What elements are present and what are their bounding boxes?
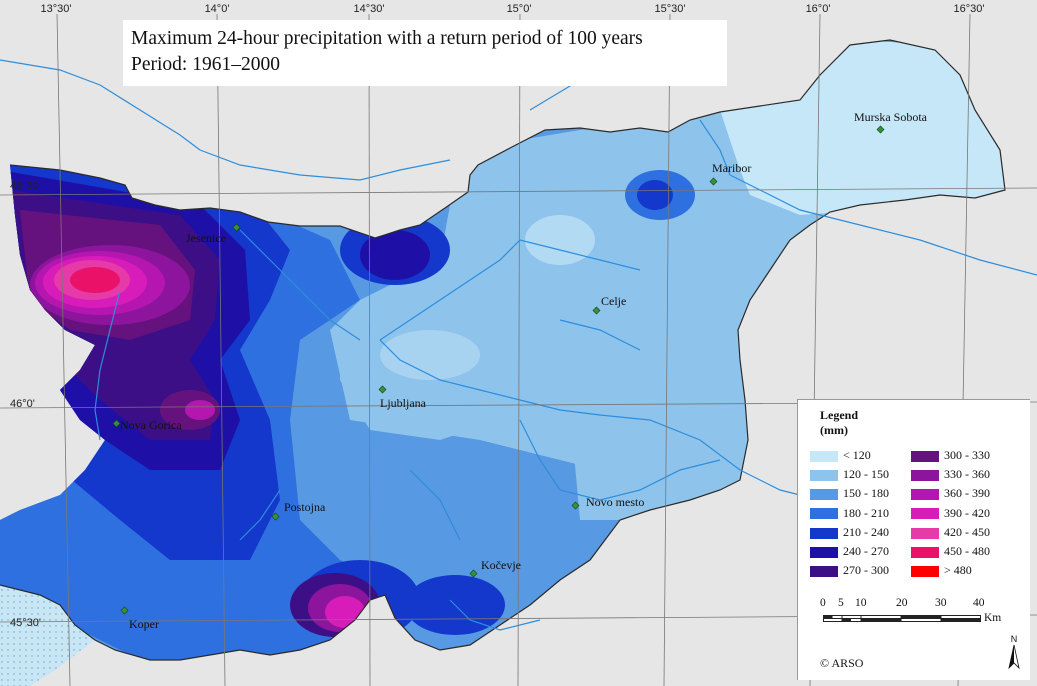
legend-swatch: [911, 546, 939, 558]
legend-swatch: [911, 527, 939, 539]
legend-label: 420 - 450: [944, 524, 990, 539]
map-title: Maximum 24-hour precipitation with a ret…: [131, 28, 643, 49]
legend-item: 300 - 330: [911, 448, 990, 462]
city-maribor[interactable]: Maribor: [709, 161, 751, 186]
legend-item: 330 - 360: [911, 467, 990, 481]
lon-tick: 13°30': [41, 3, 72, 15]
legend-item: 270 - 300: [810, 563, 889, 577]
legend: Legend (mm) < 120 120 - 150 150 - 180 180 -…: [797, 399, 1030, 680]
city-ljubljana[interactable]: Ljubljana: [378, 385, 427, 410]
city-label: Nova Gorica: [120, 418, 182, 432]
legend-item: 390 - 420: [911, 506, 990, 520]
legend-label: 330 - 360: [944, 467, 990, 482]
lon-tick: 16°30': [954, 3, 985, 15]
legend-label: > 480: [944, 563, 972, 578]
legend-label: 300 - 330: [944, 448, 990, 462]
legend-swatch: [911, 450, 939, 462]
scale-tick: 30: [935, 597, 947, 609]
scale-unit: Km: [984, 612, 1002, 624]
lon-tick: 14°30': [354, 3, 385, 15]
legend-label: 150 - 180: [843, 486, 889, 501]
lat-tick: 46°0': [10, 398, 35, 410]
legend-item: 450 - 480: [911, 544, 990, 558]
city-koper[interactable]: Koper: [120, 606, 159, 631]
legend-item: 180 - 210: [810, 506, 889, 520]
legend-label: 360 - 390: [944, 486, 990, 501]
longitude-ticks: 13°30' 14°0' 14°30' 15°0' 15°30' 16°0' 1…: [41, 3, 985, 15]
city-label: Kočevje: [481, 558, 521, 572]
scale-tick: 5: [838, 597, 844, 609]
legend-swatch: [810, 469, 838, 481]
lat-tick: 45°30': [10, 617, 41, 629]
legend-swatch: [911, 565, 939, 577]
city-celje[interactable]: Celje: [592, 294, 626, 315]
legend-swatch: [810, 527, 838, 539]
legend-label: 270 - 300: [843, 563, 889, 578]
north-arrow-icon: N: [1008, 634, 1020, 670]
legend-unit: (mm): [820, 423, 848, 437]
legend-swatch: [810, 450, 838, 462]
legend-label: 210 - 240: [843, 524, 889, 539]
legend-swatch: [810, 546, 838, 558]
scale-tick: 40: [973, 597, 985, 609]
city-label: Murska Sobota: [854, 110, 928, 124]
map-title-box: Maximum 24-hour precipitation with a ret…: [123, 20, 727, 86]
legend-swatch: [810, 508, 838, 520]
legend-swatch: [810, 489, 838, 501]
legend-item: > 480: [911, 563, 972, 577]
legend-label: < 120: [843, 448, 871, 462]
legend-label: 180 - 210: [843, 505, 889, 520]
map-subtitle: Period: 1961–2000: [131, 54, 280, 75]
lon-tick: 14°0': [205, 3, 230, 15]
legend-swatch: [911, 489, 939, 501]
lat-tick: 46°30': [10, 180, 41, 192]
legend-item: 240 - 270: [810, 544, 889, 558]
legend-swatch: [810, 565, 838, 577]
legend-item: 120 - 150: [810, 467, 889, 481]
city-label: Koper: [129, 617, 159, 631]
scale-bar-graphic: [823, 615, 981, 622]
copyright: © ARSO: [820, 656, 864, 670]
legend-item: 210 - 240: [810, 525, 889, 539]
city-label: Jesenice: [186, 231, 226, 245]
latitude-ticks: 46°30' 46°0' 45°30': [10, 180, 41, 629]
cities: Murska Sobota Maribor Jesenice Celje Lju…: [112, 110, 928, 631]
legend-label: 120 - 150: [843, 467, 889, 482]
legend-item: < 120: [810, 448, 871, 462]
legend-swatch: [911, 508, 939, 520]
city-label: Ljubljana: [380, 396, 427, 410]
scale-tick: 20: [896, 597, 908, 609]
legend-title: Legend (mm): [820, 408, 858, 438]
rivers: [0, 39, 1037, 631]
graticule: [0, 13, 1037, 686]
city-label: Maribor: [712, 161, 751, 175]
lon-tick: 15°0': [507, 3, 532, 15]
city-kocevje[interactable]: Kočevje: [469, 558, 521, 578]
national-border: [0, 39, 1006, 661]
city-jesenice[interactable]: Jesenice: [186, 223, 241, 245]
legend-item: 150 - 180: [810, 486, 889, 500]
legend-label: 240 - 270: [843, 544, 889, 558]
city-murska-sobota[interactable]: Murska Sobota: [854, 110, 928, 134]
legend-item: 420 - 450: [911, 525, 990, 539]
legend-title-text: Legend: [820, 408, 859, 422]
lon-tick: 16°0': [806, 3, 831, 15]
scale-tick: 10: [855, 597, 867, 609]
city-label: Postojna: [284, 500, 326, 514]
city-novo-mesto[interactable]: Novo mesto: [571, 495, 644, 510]
city-label: Celje: [601, 294, 626, 308]
legend-item: 360 - 390: [911, 486, 990, 500]
legend-swatch: [911, 469, 939, 481]
city-nova-gorica[interactable]: Nova Gorica: [112, 418, 182, 432]
city-postojna[interactable]: Postojna: [271, 500, 326, 521]
north-label: N: [1011, 634, 1018, 644]
city-label: Novo mesto: [586, 495, 644, 509]
lon-tick: 15°30': [655, 3, 686, 15]
legend-label: 390 - 420: [944, 505, 990, 520]
legend-label: 450 - 480: [944, 544, 990, 558]
scale-tick: 0: [820, 597, 826, 609]
